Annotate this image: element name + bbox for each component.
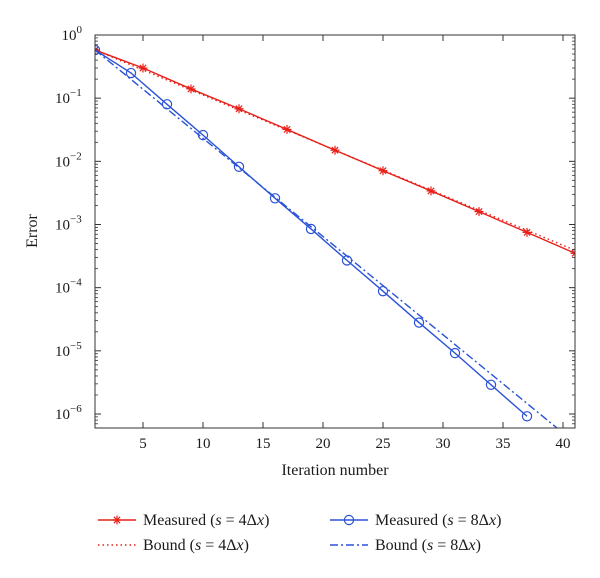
y-tick-label: 10−5 [55, 340, 82, 360]
data-point [522, 227, 532, 237]
x-axis-label: Iteration number [281, 462, 389, 479]
y-tick-label: 100 [62, 24, 83, 44]
y-tick-label: 10−4 [55, 277, 82, 297]
y-tick-label: 10−6 [55, 403, 82, 423]
series-2 [95, 44, 533, 422]
plot-frame [94, 34, 576, 429]
legend-item: Measured (s = 8Δx) [330, 512, 501, 529]
y-tick-label: 10−1 [55, 87, 82, 107]
x-tick-label: 25 [376, 436, 391, 452]
series-layer [95, 44, 575, 428]
legend-item: Measured (s = 4Δx) [98, 512, 269, 529]
data-point [125, 67, 137, 79]
legend: Measured (s = 4Δx) Measured (s = 8Δx) Boun… [98, 512, 501, 554]
series-line [95, 49, 575, 251]
data-point [186, 84, 196, 94]
x-tick-label: 35 [496, 436, 511, 452]
series-line [95, 49, 528, 417]
data-point [570, 248, 575, 258]
x-tick-label: 20 [316, 436, 331, 452]
series-line [95, 49, 558, 428]
series-3 [95, 49, 558, 428]
legend-label: Measured (s = 4Δx) [143, 512, 269, 529]
x-tick-label: 30 [436, 436, 451, 452]
data-point [449, 347, 461, 359]
data-point [474, 207, 484, 217]
data-point [138, 63, 148, 73]
ticks-layer: 5 10 15 20 25 30 35 40 100 10−1 10−2 10−3 10−4 10−5 10… [55, 24, 575, 452]
legend-label: Bound (s = 4Δx) [143, 537, 249, 554]
data-point [378, 166, 388, 176]
legend-label: Bound (s = 8Δx) [375, 537, 481, 554]
x-tick-label: 40 [556, 436, 571, 452]
data-point [305, 223, 317, 235]
data-point [377, 285, 389, 297]
x-tick-label: 5 [139, 436, 147, 452]
series-0 [95, 45, 575, 258]
data-point [269, 193, 281, 204]
y-tick-label: 10−3 [55, 213, 82, 233]
data-point [413, 317, 425, 328]
data-point [485, 379, 497, 390]
data-point [330, 145, 340, 155]
legend-item: Bound (s = 4Δx) [98, 537, 249, 554]
legend-label: Measured (s = 8Δx) [375, 512, 501, 529]
series-1 [95, 49, 575, 251]
legend-marker [343, 514, 355, 526]
x-tick-label: 15 [256, 436, 271, 452]
legend-item: Bound (s = 8Δx) [330, 537, 481, 554]
legend-marker [112, 515, 122, 525]
y-tick-label: 10−2 [55, 150, 82, 170]
y-axis-label: Error [24, 213, 41, 247]
data-point [233, 161, 245, 172]
data-point [426, 186, 436, 196]
x-tick-label: 10 [196, 436, 211, 452]
data-point [234, 104, 244, 114]
data-point [521, 411, 533, 422]
